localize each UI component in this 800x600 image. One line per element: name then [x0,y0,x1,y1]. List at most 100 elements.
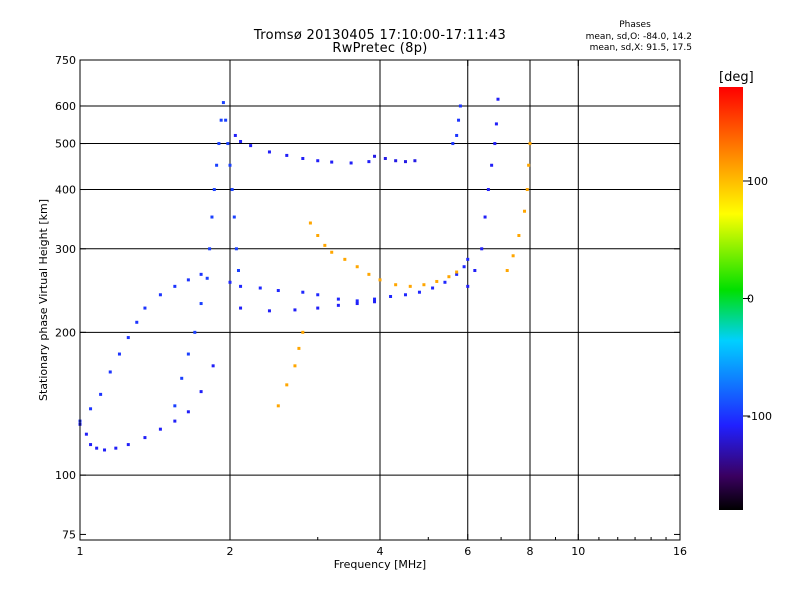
data-point [373,154,377,158]
colorbar-tick-label: 0 [747,293,754,306]
data-point [158,427,162,431]
data-point [173,404,177,408]
data-point [330,160,334,164]
data-point [293,308,297,312]
data-point [239,306,243,310]
colorbar-unit-label: [deg] [719,70,754,85]
data-point [490,163,494,167]
phases-o-mode-stats: mean, sd,O: -84.0, 14.2 [585,32,692,42]
data-point [496,97,500,101]
colorbar-tick-label: -100 [747,410,772,423]
data-point [417,290,421,294]
data-point [285,383,289,387]
data-point [199,272,203,276]
data-point [462,265,466,269]
data-point [186,352,190,356]
data-point [293,364,297,368]
data-point [383,156,387,160]
data-point [158,293,162,297]
data-point [267,150,271,154]
data-point [367,272,371,276]
data-point [199,390,203,394]
data-point [108,370,112,374]
data-point [173,419,177,423]
y-tick-label: 600 [55,100,76,113]
data-point [323,243,327,247]
x-axis-label: Frequency [MHz] [334,558,426,571]
y-axis-label: Stationary phase Virtual Height [km] [37,199,50,401]
data-point [355,265,359,269]
data-point [239,284,243,288]
data-point [99,392,103,396]
data-point [84,432,88,436]
data-point [224,118,228,122]
y-tick-label: 200 [55,326,76,339]
data-point [95,446,99,450]
data-point [297,346,301,350]
data-point [114,446,118,450]
data-point [355,302,359,306]
data-point [373,297,377,301]
data-point [455,133,459,137]
data-point [455,272,459,276]
data-point [239,139,243,143]
data-point [316,233,320,237]
data-point [230,188,234,192]
data-point [451,142,455,146]
data-point [199,302,203,306]
data-point [208,247,212,251]
data-point [212,188,216,192]
y-tick-label: 300 [55,243,76,256]
data-point [458,104,462,108]
data-point [221,101,225,105]
x-tick-label: 6 [464,545,471,558]
phases-x-mode-stats: mean, sd,X: 91.5, 17.5 [589,43,692,53]
data-point [528,142,532,146]
data-point [205,276,209,280]
data-point [301,156,305,160]
data-point [186,410,190,414]
data-point [234,247,238,251]
data-point [215,163,219,167]
data-point [173,284,177,288]
data-point [349,161,353,165]
x-tick-label: 4 [377,545,384,558]
data-point [143,306,147,310]
y-tick-label: 750 [55,54,76,67]
data-point [466,284,470,288]
x-tick-label: 16 [673,545,687,558]
data-point [217,142,221,146]
data-point [316,306,320,310]
data-point [210,215,214,219]
data-point [126,443,130,447]
data-point [408,284,412,288]
data-point [336,297,340,301]
x-tick-label: 2 [227,545,234,558]
data-point [394,283,398,287]
y-tick-label: 100 [55,469,76,482]
data-point [403,160,407,164]
data-point [186,278,190,282]
data-point [336,303,340,307]
data-point [435,279,439,283]
data-point [389,294,393,298]
data-point [211,364,215,368]
data-point [511,254,515,258]
data-point [355,299,359,303]
chart-subtitle: RwPretec (8p) [332,41,428,56]
data-point [316,293,320,297]
data-point [378,278,382,282]
data-point [443,280,447,284]
phases-heading: Phases [619,20,651,30]
data-point [505,269,509,273]
data-point [517,233,521,237]
data-point [249,144,253,148]
x-tick-label: 10 [571,545,585,558]
data-point [483,215,487,219]
data-point [135,320,139,324]
data-point [422,283,426,287]
data-point [316,159,320,163]
y-tick-label: 400 [55,184,76,197]
data-point [258,286,262,290]
